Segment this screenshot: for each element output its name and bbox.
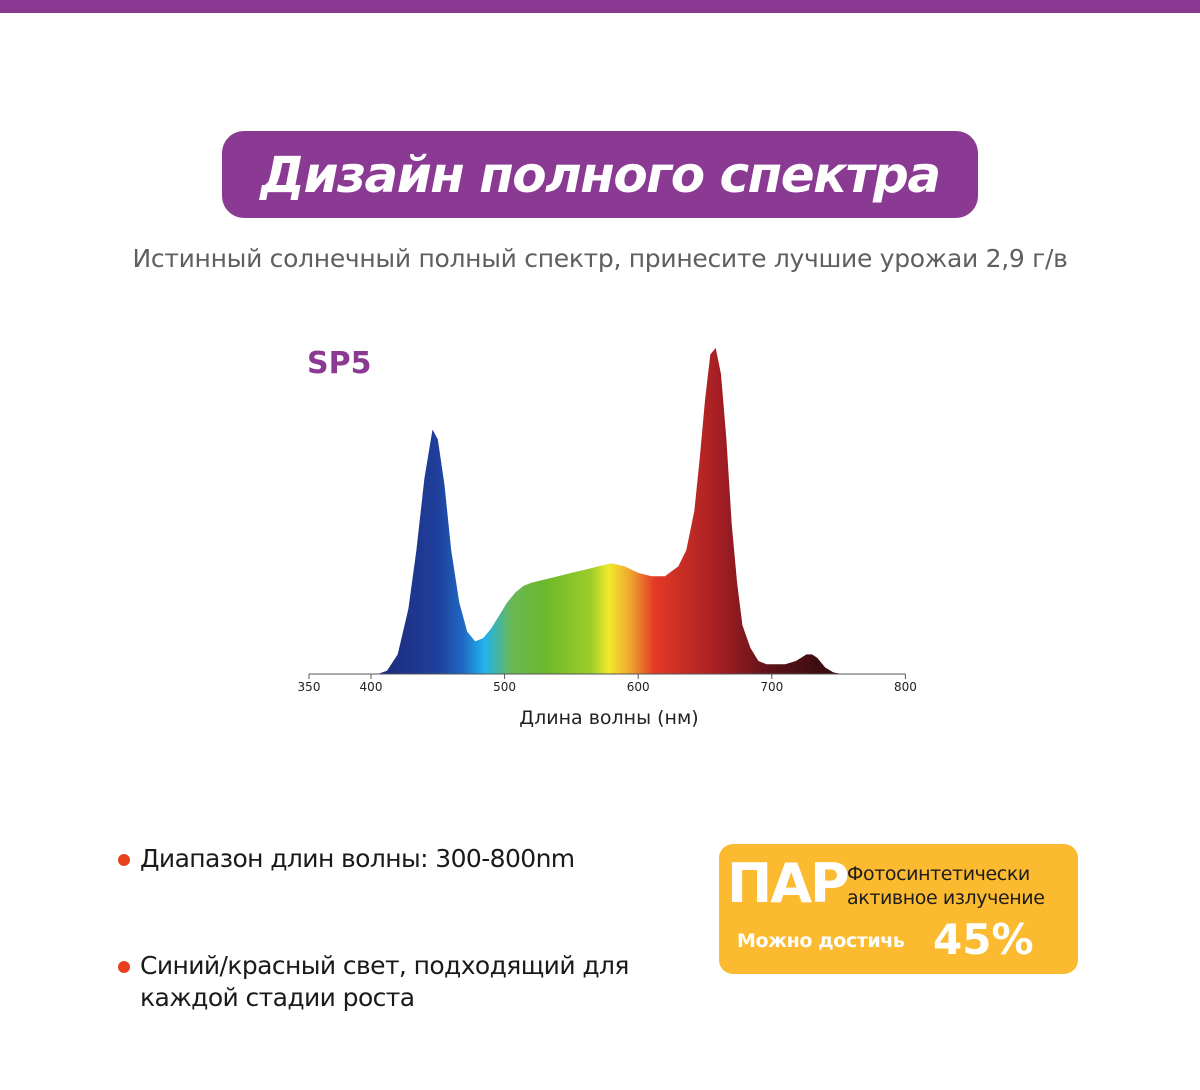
feature-text: Диапазон длин волны: 300-800nm — [140, 844, 575, 873]
x-tick-label: 350 — [298, 680, 321, 694]
feature-item: Диапазон длин волны: 300-800nm — [118, 843, 575, 875]
bullet-dot — [118, 961, 130, 973]
par-description-line: Фотосинтетически — [847, 863, 1030, 885]
page-subtitle: Истинный солнечный полный спектр, принес… — [132, 244, 1068, 273]
x-axis-ticks: 350 400 500 600 700 800 — [298, 674, 917, 694]
feature-item: Синий/красный свет, подходящий для каждо… — [118, 950, 660, 1014]
x-tick-label: 500 — [493, 680, 516, 694]
x-tick-label: 400 — [360, 680, 383, 694]
x-axis-title: Длина волны (нм) — [519, 707, 699, 729]
page-title: Дизайн полного спектра — [260, 145, 941, 204]
x-tick-label: 800 — [894, 680, 917, 694]
title-banner: Дизайн полного спектра — [222, 131, 978, 218]
spectrum-area — [377, 348, 847, 674]
chart-title: SP5 — [307, 346, 372, 381]
x-tick-label: 700 — [760, 680, 783, 694]
par-title: ПАР — [727, 852, 850, 915]
top-accent-bar — [0, 0, 1200, 13]
par-percent-value: 45% — [933, 915, 1034, 964]
feature-text: Синий/красный свет, подходящий для каждо… — [140, 951, 629, 1012]
par-description: Фотосинтетически активное излучение — [847, 862, 1045, 910]
par-description-line: активное излучение — [847, 887, 1045, 909]
par-reach-label: Можно достичь — [737, 930, 905, 952]
x-tick-label: 600 — [627, 680, 650, 694]
bullet-dot — [118, 854, 130, 866]
spectrum-chart: 350 400 500 600 700 800 — [298, 348, 917, 694]
par-badge: ПАР Фотосинтетически активное излучение … — [719, 844, 1078, 974]
